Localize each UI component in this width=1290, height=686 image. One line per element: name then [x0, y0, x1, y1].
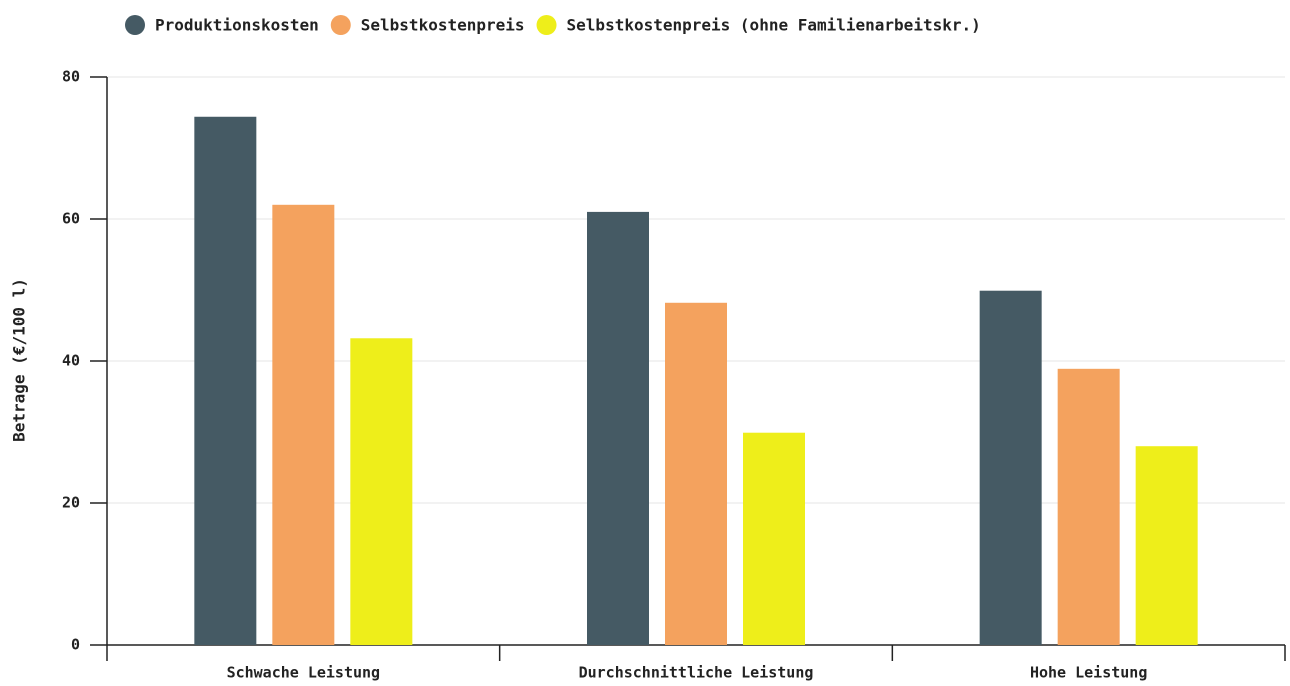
- x-tick-label: Schwache Leistung: [227, 664, 381, 682]
- y-tick-label: 0: [71, 636, 80, 654]
- bar: [979, 290, 1042, 645]
- y-axis-label: Betrage (€/100 l): [10, 278, 29, 442]
- legend-label: Produktionskosten: [155, 16, 319, 35]
- legend-swatch: [125, 15, 145, 35]
- legend-swatch: [330, 15, 351, 35]
- bar: [194, 116, 257, 645]
- bar: [272, 204, 335, 646]
- legend-swatch: [536, 15, 557, 35]
- x-tick-label: Hohe Leistung: [1030, 664, 1147, 682]
- y-tick-label: 80: [62, 68, 80, 86]
- bar: [743, 432, 805, 645]
- bar: [350, 338, 413, 645]
- bar: [587, 211, 649, 645]
- y-tick-label: 40: [62, 352, 80, 370]
- bar: [1057, 368, 1120, 645]
- y-tick-label: 60: [62, 210, 80, 228]
- legend-label: Selbstkostenpreis: [361, 16, 525, 35]
- bar: [665, 302, 727, 645]
- legend-label: Selbstkostenpreis (ohne Familienarbeitsk…: [567, 16, 981, 35]
- y-tick-label: 20: [62, 494, 80, 512]
- bar: [1135, 446, 1198, 645]
- x-tick-label: Durchschnittliche Leistung: [579, 664, 814, 682]
